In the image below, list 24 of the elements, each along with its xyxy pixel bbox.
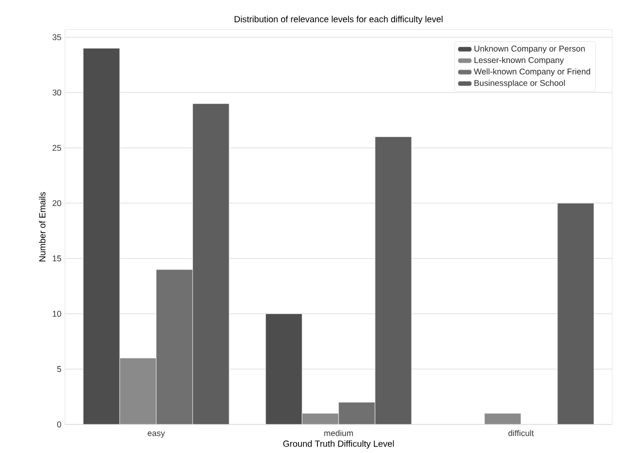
bar bbox=[119, 358, 156, 424]
bar bbox=[374, 136, 412, 424]
y-tick-label: 5 bbox=[57, 366, 62, 372]
y-tick-label: 0 bbox=[57, 422, 62, 428]
x-tick-label: medium bbox=[324, 430, 353, 436]
bar bbox=[192, 103, 230, 424]
bar bbox=[302, 413, 339, 424]
chart-title: Distribution of relevance levels for each difficulty level bbox=[234, 16, 443, 24]
legend-label: Businessplace or School bbox=[474, 80, 565, 88]
bar bbox=[557, 203, 594, 424]
bar bbox=[484, 413, 522, 424]
legend-label: Lesser-known Company bbox=[474, 56, 564, 65]
y-tick-label: 30 bbox=[52, 90, 62, 96]
y-tick-label: 15 bbox=[52, 256, 62, 262]
y-tick-label: 10 bbox=[52, 310, 62, 317]
x-axis-title: Ground Truth Difficulty Level bbox=[283, 440, 394, 449]
y-tick-label: 35 bbox=[52, 34, 62, 40]
y-tick-label: 25 bbox=[52, 144, 62, 151]
y-tick-label: 20 bbox=[52, 200, 62, 206]
x-tick-label: easy bbox=[148, 432, 165, 438]
x-tick-label: difficult bbox=[508, 430, 534, 436]
legend-label: Well-known Company or Friend bbox=[474, 68, 590, 76]
y-axis-title: Number of Emails bbox=[38, 192, 46, 262]
legend-label: Unknown Company or Person bbox=[474, 45, 585, 54]
